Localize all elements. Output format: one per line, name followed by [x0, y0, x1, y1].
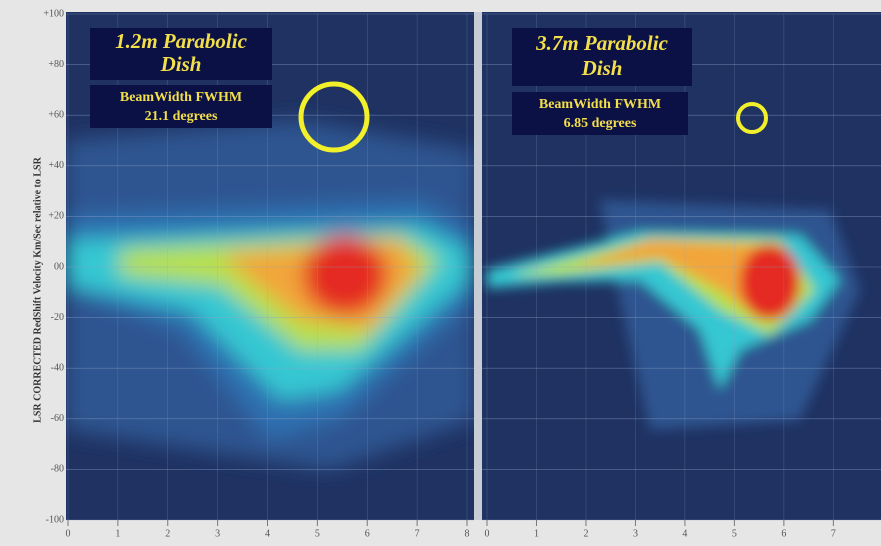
- panel-title: Dish: [581, 56, 623, 80]
- beam-label: BeamWidth FWHM: [120, 90, 242, 105]
- x-tick-label: 0: [485, 528, 490, 539]
- beam-label: 6.85 degrees: [564, 116, 637, 131]
- y-tick-label: -80: [51, 464, 64, 475]
- x-tick-label: 7: [415, 528, 420, 539]
- beam-circle: [298, 81, 370, 153]
- x-tick-label: 0: [66, 528, 71, 539]
- grid: [66, 13, 881, 521]
- annotation-box: [90, 85, 272, 128]
- panel-title: Dish: [160, 52, 202, 76]
- y-tick-label: +100: [43, 8, 64, 19]
- y-tick-label: +20: [48, 211, 64, 222]
- y-tick-label: -40: [51, 362, 64, 373]
- x-tick-label: 3: [633, 528, 638, 539]
- title-box: [90, 28, 272, 80]
- panel-title: 1.2m Parabolic: [115, 29, 248, 53]
- y-tick-label: -100: [46, 514, 64, 525]
- beam-label: BeamWidth FWHM: [539, 97, 661, 112]
- panel-title: 3.7m Parabolic: [535, 31, 669, 55]
- divider: [474, 12, 482, 520]
- heatmap-right: [487, 200, 860, 430]
- x-tick-label: 7: [831, 528, 836, 539]
- x-tick-label: 6: [365, 528, 370, 539]
- y-tick-label: -20: [51, 312, 64, 323]
- heatmap-left: [66, 120, 474, 470]
- y-axis-label: LSR CORRECTED RedShift Velocity Km/Sec r…: [32, 156, 43, 422]
- x-tick-label: 1: [534, 528, 539, 539]
- y-tick-label: -60: [51, 413, 64, 424]
- y-tick-label: +60: [48, 109, 64, 120]
- x-tick-label: 1: [115, 528, 120, 539]
- annotation-box: [512, 92, 688, 135]
- x-tick-label: 4: [265, 528, 270, 539]
- x-tick-label: 8: [465, 528, 470, 539]
- x-tick-label: 2: [165, 528, 170, 539]
- y-tick-label: +40: [48, 160, 64, 171]
- title-box: [512, 28, 692, 86]
- x-tick-label: 4: [682, 528, 687, 539]
- x-tick-label: 6: [781, 528, 786, 539]
- x-tick-label: 5: [315, 528, 320, 539]
- x-tick-label: 3: [215, 528, 220, 539]
- x-tick-label: 5: [732, 528, 737, 539]
- beam-circle: [736, 102, 768, 134]
- y-tick-label: 00: [54, 261, 64, 272]
- x-tick-label: 2: [583, 528, 588, 539]
- beam-label: 21.1 degrees: [145, 109, 218, 124]
- y-tick-label: +80: [48, 59, 64, 70]
